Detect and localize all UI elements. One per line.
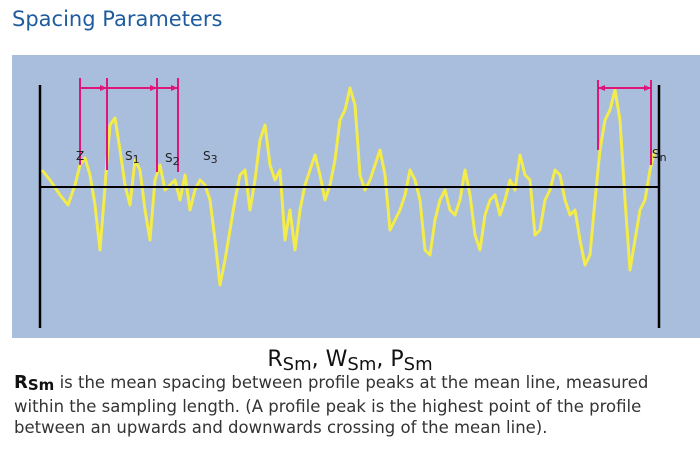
- formula-sub: Sm: [347, 354, 376, 375]
- formula-letter: R: [267, 347, 282, 372]
- label-sub: 2: [173, 155, 180, 168]
- label-sub: 3: [211, 153, 218, 166]
- spacing-label: S1: [125, 149, 140, 166]
- formula-letter: P: [390, 347, 403, 372]
- formula-letter: W: [326, 347, 348, 372]
- label-main: S: [652, 147, 660, 161]
- spacing-markers: [79, 78, 652, 172]
- spacing-label: Sn: [652, 147, 667, 164]
- spacing-label: S3: [203, 149, 218, 166]
- label-sub: n: [660, 151, 667, 164]
- formula-separator: ,: [376, 347, 390, 372]
- label-main: S: [165, 151, 173, 165]
- title: Spacing Parameters: [12, 7, 222, 31]
- label-main: S: [203, 149, 211, 163]
- description: RSm is the mean spacing between profile …: [14, 372, 698, 438]
- formula-sub: Sm: [404, 354, 433, 375]
- formula-sub: Sm: [283, 354, 312, 375]
- label-main: Z: [76, 149, 84, 163]
- profile: [40, 86, 657, 287]
- term-sub: Sm: [27, 376, 55, 394]
- label-main: S: [125, 149, 133, 163]
- term: RSm: [14, 372, 55, 394]
- spacing-label: S2: [165, 151, 180, 168]
- label-sub: 1: [133, 153, 140, 166]
- description-text: is the mean spacing between profile peak…: [14, 373, 649, 437]
- formula: RSm, WSm, PSm: [267, 347, 432, 375]
- spacing-label: Z: [76, 149, 84, 163]
- term-letter: R: [14, 372, 28, 393]
- formula-separator: ,: [312, 347, 326, 372]
